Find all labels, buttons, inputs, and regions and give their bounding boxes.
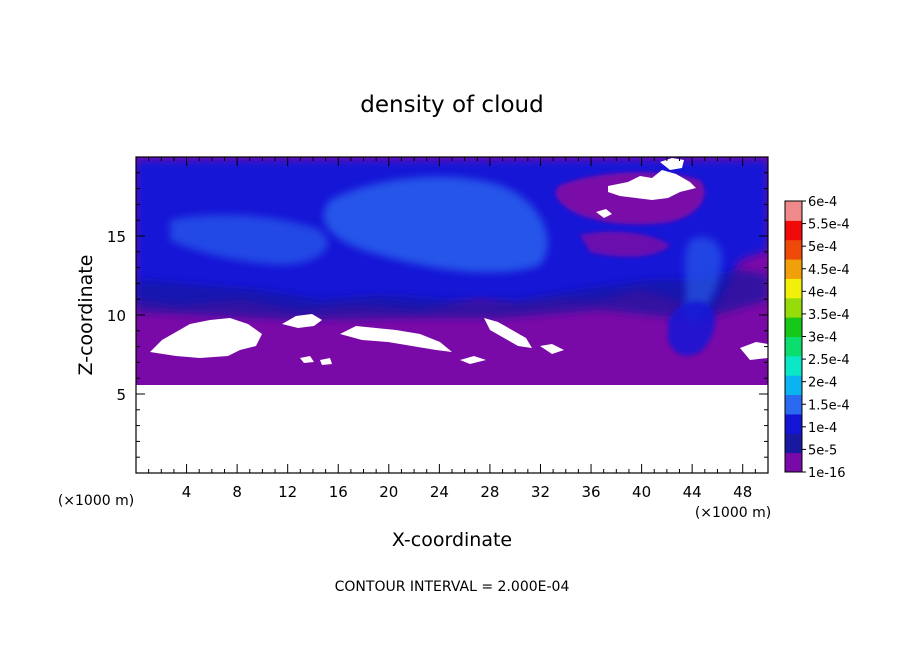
x-tick-label: 32	[531, 483, 550, 501]
clear-gap-lower-1	[150, 318, 262, 358]
clear-gap-lower-4	[484, 318, 532, 348]
y-tick-label: 10	[107, 307, 126, 325]
clear-gap-upper-3	[596, 209, 612, 218]
y-tick-label: 5	[116, 386, 126, 404]
x-tick-label: 8	[232, 483, 242, 501]
colorbar-swatch	[785, 317, 802, 337]
cloud-notch-mid-right	[580, 231, 670, 257]
y-axis-label: Z-coordinate	[75, 255, 97, 376]
x-axis-ticks: 4 8 12 16 20 24 28 32 36 40 44 48	[148, 157, 756, 501]
x-tick-label: 20	[379, 483, 398, 501]
x-tick-label: 40	[632, 483, 651, 501]
x-tick-label: 16	[329, 483, 348, 501]
x-tick-label: 36	[581, 483, 600, 501]
cloud-patch-light-blue-1	[323, 176, 548, 273]
colorbar-swatch	[785, 355, 802, 376]
colorbar-swatch	[785, 201, 802, 221]
colorbar: 1e-16 5e-5 1e-4 1.5e-4 2e-4 2.5e-4 3e-4 3.5e-4 4…	[784, 195, 850, 481]
heatmap-field	[136, 157, 768, 473]
colorbar-swatch	[785, 375, 802, 396]
colorbar-label: 4.5e-4	[808, 263, 850, 278]
y-tick-label: 15	[107, 228, 126, 246]
x-unit-left: (×1000 m)	[58, 493, 134, 509]
colorbar-swatch	[785, 220, 802, 241]
storm-core	[668, 301, 716, 356]
colorbar-swatch	[785, 433, 802, 454]
colorbar-label: 5.5e-4	[808, 218, 850, 233]
y-axis-ticks: 5 10 15	[107, 172, 768, 458]
colorbar-label: 3.5e-4	[808, 308, 850, 323]
colorbar-label: 6e-4	[808, 195, 837, 210]
clear-region-below-base	[136, 385, 768, 473]
colorbar-label: 5e-4	[808, 240, 837, 255]
cloud-patch-light-blue-2	[170, 214, 328, 265]
colorbar-label: 2e-4	[808, 376, 837, 391]
colorbar-label: 2.5e-4	[808, 353, 850, 368]
x-unit-right: (×1000 m)	[695, 505, 771, 521]
clear-gap-lower-5	[540, 344, 564, 354]
x-tick-label: 44	[683, 483, 702, 501]
colorbar-label: 5e-5	[808, 443, 837, 458]
colorbar-label: 1.5e-4	[808, 398, 850, 413]
x-tick-label: 4	[182, 483, 192, 501]
clear-gap-upper-2	[660, 158, 684, 170]
cloud-layer-mid-blue	[136, 270, 768, 320]
colorbar-swatch	[785, 336, 802, 357]
clear-gap-upper-1	[608, 170, 696, 200]
colorbar-label: 1e-4	[808, 421, 837, 436]
colorbar-swatch	[785, 394, 802, 415]
colorbar-swatch	[785, 452, 802, 473]
x-tick-label: 48	[733, 483, 752, 501]
colorbar-swatch	[785, 259, 802, 279]
contour-interval-note: CONTOUR INTERVAL = 2.000E-04	[335, 579, 570, 595]
x-tick-label: 28	[480, 483, 499, 501]
colorbar-label: 3e-4	[808, 331, 837, 346]
colorbar-label: 1e-16	[808, 466, 846, 481]
clear-gap-lower-2	[282, 314, 322, 328]
clear-gap-lower-3	[340, 326, 452, 352]
x-axis-label: X-coordinate	[392, 529, 512, 551]
colorbar-swatch	[785, 239, 802, 260]
colorbar-label: 4e-4	[808, 285, 837, 300]
clear-gap-lower-6	[740, 342, 768, 360]
colorbar-swatch	[785, 413, 802, 434]
colorbar-swatch	[785, 278, 802, 299]
chart-title: density of cloud	[360, 92, 543, 118]
x-tick-label: 12	[278, 483, 297, 501]
colorbar-swatch	[785, 297, 802, 318]
x-tick-label: 24	[430, 483, 449, 501]
